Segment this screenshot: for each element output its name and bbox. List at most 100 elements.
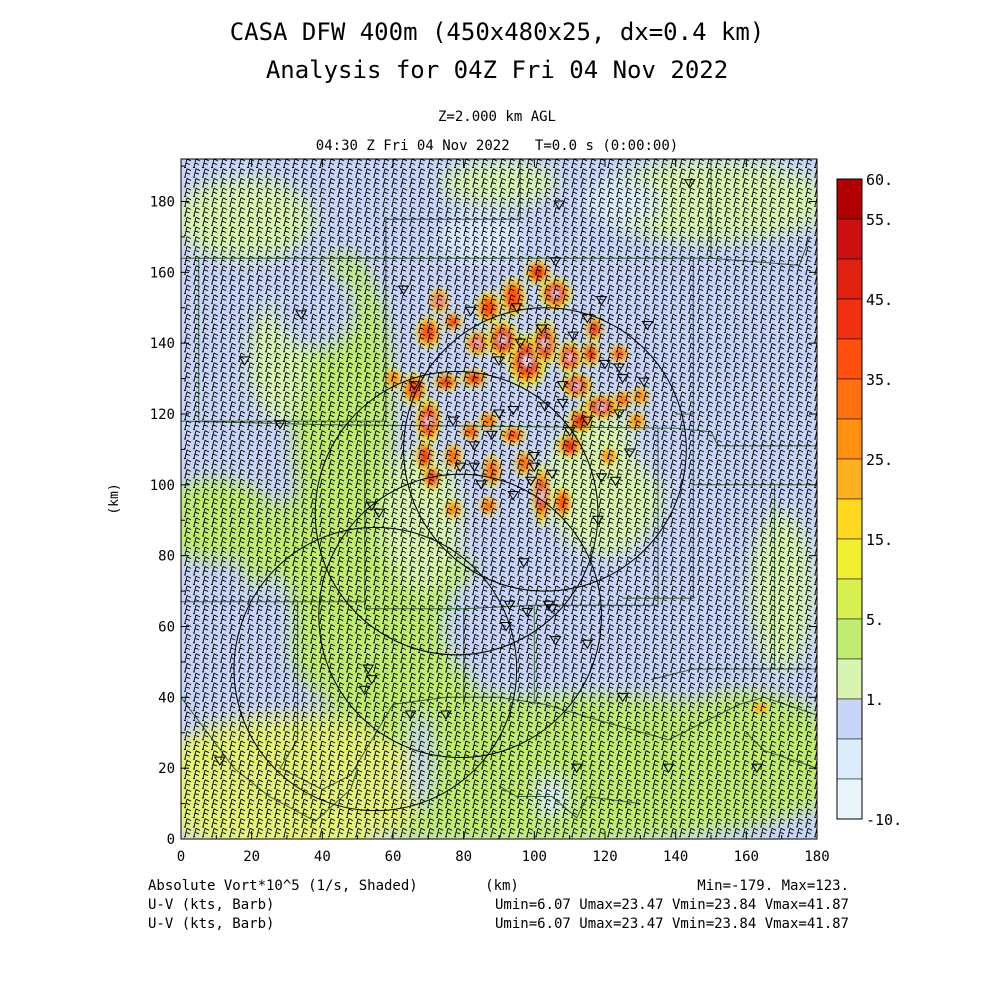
radar-station-15 <box>613 363 626 373</box>
y-tick-label-4: 80 <box>158 549 175 565</box>
x-tick-label-7: 140 <box>663 849 688 865</box>
radar-station-60 <box>539 402 551 412</box>
radar-station-29 <box>637 377 650 388</box>
vorticity-max-11 <box>557 341 583 374</box>
radar-station-32 <box>556 398 569 409</box>
x-tick-label-8: 160 <box>734 849 759 865</box>
y-tick-label-1: 20 <box>158 761 175 777</box>
colorbar-label-2: 45. <box>866 291 893 309</box>
colorbar-label-6: 5. <box>866 611 884 629</box>
colorbar-swatch-10 <box>836 578 863 620</box>
radar-station-14 <box>581 313 594 324</box>
vorticity-max-23 <box>433 373 459 392</box>
radar-station-18 <box>507 405 520 416</box>
colorbar-swatch-14 <box>836 738 863 780</box>
vector-range-1: Umin=6.07 Umax=23.47 Vmin=23.84 Vmax=41.… <box>495 897 849 913</box>
radar-station-13 <box>641 320 654 331</box>
colorbar-swatch-8 <box>836 498 863 540</box>
colorbar-label-8: -10. <box>866 811 902 829</box>
radar-station-35 <box>365 501 378 512</box>
radar-station-62 <box>599 359 611 370</box>
y-tick-label-3: 60 <box>158 620 175 636</box>
county-line-8 <box>692 258 810 486</box>
x-tick-label-6: 120 <box>592 849 617 865</box>
radar-station-44 <box>546 604 558 614</box>
colorbar-swatch-7 <box>836 458 863 500</box>
radar-station-59 <box>542 600 555 611</box>
radar-station-22 <box>454 462 467 473</box>
y-tick-label-2: 40 <box>158 690 175 706</box>
vector-label-2: U-V (kts, Barb) <box>148 916 274 932</box>
y-tick-label-6: 120 <box>150 407 175 423</box>
colorbar-label-3: 35. <box>866 371 893 389</box>
radar-station-51 <box>358 685 371 696</box>
colorbar-label-1: 55. <box>866 211 893 229</box>
radar-station-37 <box>524 476 537 487</box>
radar-station-38 <box>528 452 541 462</box>
chart-title-line1: CASA DFW 400m (450x480x25, dx=0.4 km) <box>230 18 765 46</box>
vector-range-2: Umin=6.07 Umax=23.47 Vmin=23.84 Vmax=41.… <box>495 916 849 932</box>
x-tick-label-2: 40 <box>314 849 331 865</box>
county-line-14 <box>181 697 359 822</box>
vector-label-1: U-V (kts, Barb) <box>148 897 274 913</box>
y-tick-label-9: 180 <box>150 195 175 211</box>
radar-station-43 <box>521 607 534 618</box>
radar-station-3 <box>553 200 565 210</box>
radar-stations <box>213 179 763 774</box>
y-tick-label-5: 100 <box>150 478 175 494</box>
colorbar-swatch-9 <box>836 538 863 580</box>
radar-station-45 <box>500 622 512 632</box>
colorbar-swatch-5 <box>836 378 863 420</box>
radar-station-12 <box>595 296 608 306</box>
radar-station-57 <box>751 763 763 774</box>
radar-station-0 <box>238 356 251 366</box>
x-tick-label-1: 20 <box>243 849 260 865</box>
radar-station-54 <box>274 420 286 430</box>
colorbar-label-7: 1. <box>866 691 884 709</box>
vorticity-max-10 <box>532 319 558 367</box>
radar-station-47 <box>549 636 562 646</box>
colorbar-swatch-1 <box>836 218 863 260</box>
x-tick-label-9: 180 <box>804 849 829 865</box>
colorbar-label-0: 60. <box>866 171 893 189</box>
radar-station-40 <box>507 490 520 501</box>
vorticity-max-18 <box>557 433 583 459</box>
colorbar-label-4: 25. <box>866 451 893 469</box>
radar-station-58 <box>213 756 226 767</box>
radar-station-23 <box>468 462 481 473</box>
colorbar-swatch-0 <box>836 178 863 220</box>
field-label: Absolute Vort*10^5 (1/s, Shaded) <box>148 878 418 894</box>
radar-station-48 <box>616 692 629 703</box>
radar-station-55 <box>570 763 583 774</box>
radar-station-30 <box>613 409 626 419</box>
radar-station-6 <box>549 257 562 267</box>
radar-station-24 <box>528 462 541 473</box>
y-tick-label-8: 160 <box>150 265 175 281</box>
radar-ring-0 <box>403 307 687 592</box>
radar-station-19 <box>486 430 498 441</box>
vorticity-max-8 <box>465 330 491 356</box>
y-tick-label-7: 140 <box>150 336 175 352</box>
colorbar-label-5: 15. <box>866 531 893 549</box>
x-tick-label-4: 80 <box>455 849 472 865</box>
time-label: 04:30 Z Fri 04 Nov 2022 T=0.0 s (0:00:00… <box>316 138 678 154</box>
radar-station-42 <box>503 600 516 611</box>
radar-station-41 <box>517 558 530 568</box>
radar-station-27 <box>623 448 636 458</box>
radar-station-4 <box>683 179 696 189</box>
wind-barbs <box>184 159 817 838</box>
radar-station-53 <box>440 710 452 720</box>
radar-station-31 <box>616 374 629 384</box>
radar-station-49 <box>362 664 375 674</box>
colorbar-swatch-12 <box>836 658 863 700</box>
county-line-3 <box>710 236 811 266</box>
colorbar-frame <box>836 178 863 820</box>
radar-station-25 <box>546 469 558 480</box>
wind-barb-grid <box>184 159 817 838</box>
field-range: Min=-179. Max=123. <box>697 878 849 894</box>
axes: 0 20 40 60 80 100 120 140 160 180 0 20 40 60 80 100 120 1… <box>150 159 830 865</box>
radar-station-64 <box>563 427 576 437</box>
radar-station-36 <box>372 508 385 519</box>
radar-station-5 <box>397 285 410 295</box>
